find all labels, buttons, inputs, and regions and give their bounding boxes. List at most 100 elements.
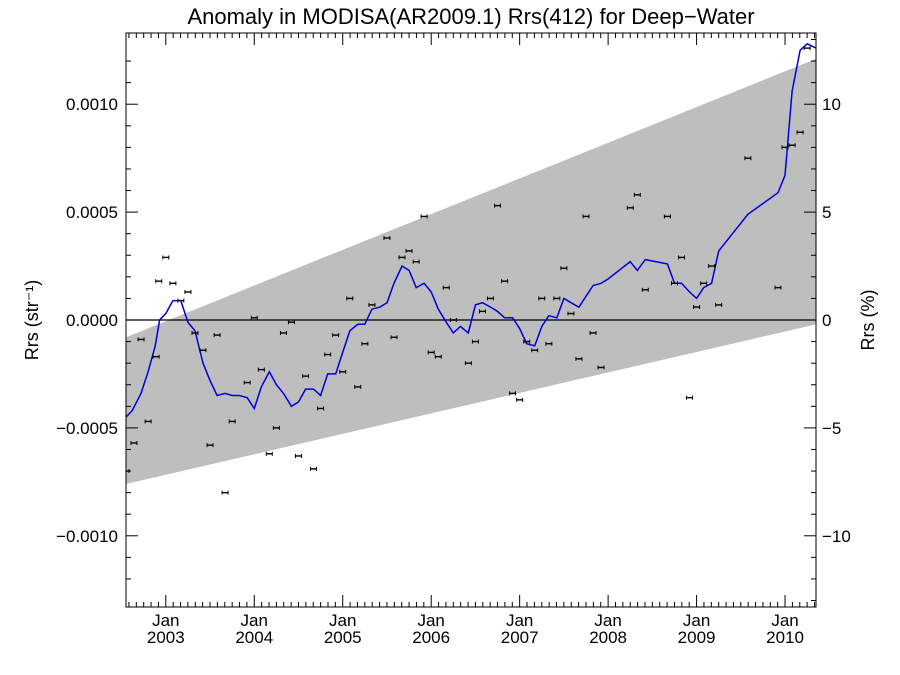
y-tick-label-right: 10: [822, 95, 841, 114]
data-point: [686, 395, 693, 400]
data-point: [317, 406, 325, 411]
series-line: [126, 42, 816, 418]
data-point: [213, 333, 221, 338]
x-tick-label-month: Jan: [329, 611, 356, 630]
data-point: [398, 255, 406, 260]
y-tick-label-right: 0: [822, 311, 831, 330]
x-tick-label-month: Jan: [594, 611, 621, 630]
data-point: [700, 281, 708, 286]
data-point: [137, 337, 145, 342]
data-point: [626, 205, 634, 210]
data-point: [310, 466, 318, 471]
x-tick-label-year: 2008: [589, 628, 627, 647]
data-point: [597, 365, 605, 370]
data-point: [774, 285, 782, 290]
data-point: [803, 46, 811, 51]
data-point: [553, 296, 561, 301]
x-tick-label-year: 2003: [147, 628, 185, 647]
x-tick-label-year: 2009: [678, 628, 716, 647]
data-point: [191, 330, 199, 335]
y-tick-label-left: 0.0000: [66, 311, 118, 330]
data-point: [494, 203, 502, 208]
data-point: [427, 350, 435, 355]
data-point: [538, 296, 546, 301]
data-point: [567, 311, 575, 316]
data-point: [641, 287, 649, 292]
data-point: [449, 318, 457, 322]
x-tick-label-month: Jan: [771, 611, 798, 630]
data-point: [250, 315, 258, 320]
y-tick-label-right: −5: [822, 419, 841, 438]
data-point: [346, 296, 354, 301]
data-point: [383, 236, 391, 240]
data-point: [796, 130, 804, 135]
data-point: [302, 374, 310, 379]
data-point: [582, 214, 590, 219]
data-point: [257, 367, 265, 372]
data-point: [295, 453, 302, 458]
x-tick-label-month: Jan: [152, 611, 179, 630]
data-point: [715, 302, 723, 307]
y-tick-label-right: 5: [822, 203, 831, 222]
data-point: [464, 361, 472, 366]
y-tick-label-left: −0.0005: [56, 419, 118, 438]
data-point: [361, 341, 369, 346]
data-point: [177, 298, 185, 303]
data-point: [663, 214, 671, 219]
data-point: [479, 309, 486, 314]
envelope-band: [126, 58, 816, 484]
data-point: [523, 339, 531, 344]
data-point: [206, 443, 214, 448]
data-point: [324, 352, 332, 357]
data-point: [152, 354, 160, 359]
data-point: [531, 348, 539, 353]
x-tick-label-month: Jan: [683, 611, 710, 630]
data-point: [670, 281, 678, 286]
data-point: [155, 279, 163, 284]
x-tick-label-year: 2005: [324, 628, 362, 647]
data-point: [130, 441, 138, 445]
data-point: [560, 266, 568, 271]
data-point: [412, 259, 420, 264]
x-tick-label-year: 2010: [766, 628, 804, 647]
data-point: [545, 341, 553, 346]
x-tick-label-year: 2004: [235, 628, 273, 647]
data-point: [693, 305, 701, 310]
x-tick-label-month: Jan: [506, 611, 533, 630]
data-point: [744, 156, 752, 161]
chart-title: Anomaly in MODISA(AR2009.1) Rrs(412) for…: [187, 4, 754, 29]
data-point: [287, 320, 295, 325]
y-axis-label-right: Rrs (%): [858, 290, 878, 351]
data-point: [162, 255, 170, 260]
data-point: [471, 339, 479, 344]
data-point: [354, 384, 362, 389]
data-point: [442, 285, 450, 290]
axes: Jan2003Jan2004Jan2005Jan2006Jan2007Jan20…: [56, 32, 851, 647]
y-tick-label-left: 0.0010: [66, 95, 118, 114]
y-axis-label-left: Rrs (str⁻¹): [22, 280, 42, 360]
data-point: [486, 296, 494, 301]
data-point: [509, 391, 517, 396]
data-point: [368, 302, 376, 307]
data-point: [501, 279, 509, 284]
data-point: [405, 248, 413, 253]
data-point: [265, 451, 273, 456]
data-point: [708, 264, 716, 269]
x-tick-label-year: 2007: [501, 628, 539, 647]
data-point: [169, 281, 177, 286]
data-point: [633, 192, 641, 197]
data-point: [332, 333, 340, 338]
data-point: [589, 330, 597, 335]
y-tick-label-left: −0.0010: [56, 527, 118, 546]
data-point: [434, 354, 442, 359]
data-point: [228, 419, 236, 424]
data-point: [788, 143, 796, 148]
data-point: [144, 419, 152, 424]
x-tick-label-month: Jan: [241, 611, 268, 630]
data-point: [279, 330, 287, 335]
x-tick-label-month: Jan: [417, 611, 444, 630]
x-tick-label-year: 2006: [412, 628, 450, 647]
data-point: [184, 289, 192, 294]
data-point: [339, 369, 347, 374]
